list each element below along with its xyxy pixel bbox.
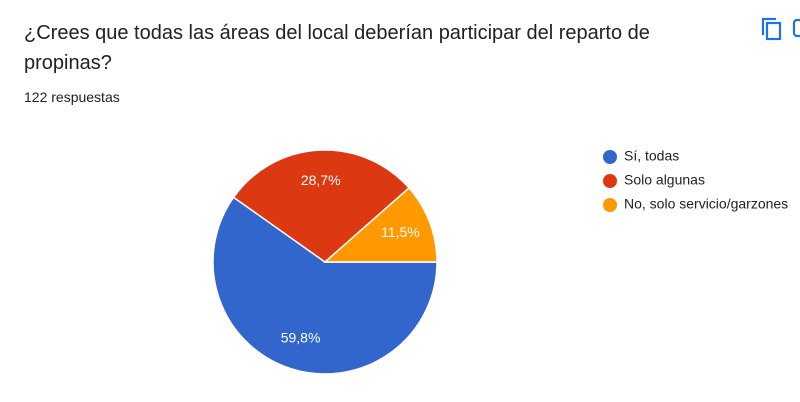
legend-label: No, solo servicio/garzones — [624, 196, 788, 212]
pie-slice — [212, 196, 438, 375]
pie-slice — [323, 186, 438, 263]
response-count: 122 respuestas — [24, 89, 120, 105]
slice-label: 11,5% — [381, 224, 420, 240]
legend-label: Solo algunas — [624, 172, 705, 188]
question-title: ¿Crees que todas las áreas del local deb… — [24, 22, 650, 74]
slice-label: 28,7% — [301, 172, 341, 188]
legend-swatch — [603, 150, 617, 164]
legend-label: Sí, todas — [624, 148, 679, 164]
legend-swatch — [603, 174, 617, 188]
legend-swatch — [603, 198, 617, 212]
slice-label: 59,8% — [281, 330, 321, 346]
pie-slice — [232, 149, 411, 263]
copy-icon[interactable] — [760, 16, 800, 48]
